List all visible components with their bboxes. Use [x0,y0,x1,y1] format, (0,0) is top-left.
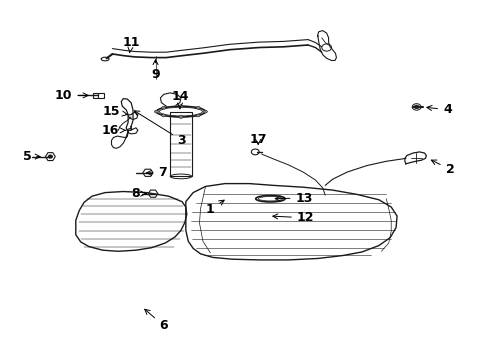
Text: 10: 10 [55,89,88,102]
Circle shape [162,106,165,109]
Text: 13: 13 [275,192,312,204]
Text: 17: 17 [249,133,266,146]
Circle shape [154,110,158,113]
Circle shape [413,105,418,109]
Circle shape [162,114,165,117]
Text: 15: 15 [102,105,127,118]
Bar [93,93,103,98]
Text: 3: 3 [134,111,186,147]
Text: 7: 7 [146,166,166,179]
Text: 2: 2 [430,160,453,176]
Circle shape [196,106,200,109]
Text: 16: 16 [101,124,125,137]
Text: 9: 9 [151,60,160,81]
Text: 5: 5 [22,150,40,163]
Text: 11: 11 [122,36,140,52]
Circle shape [203,110,207,113]
Text: 8: 8 [131,187,146,200]
Text: 6: 6 [144,309,168,332]
Text: 1: 1 [205,200,224,216]
Circle shape [179,116,183,118]
Circle shape [196,114,200,117]
Text: 12: 12 [272,211,314,224]
Circle shape [48,155,53,158]
Text: 4: 4 [426,103,451,116]
Circle shape [179,105,183,108]
Text: 14: 14 [171,90,188,109]
